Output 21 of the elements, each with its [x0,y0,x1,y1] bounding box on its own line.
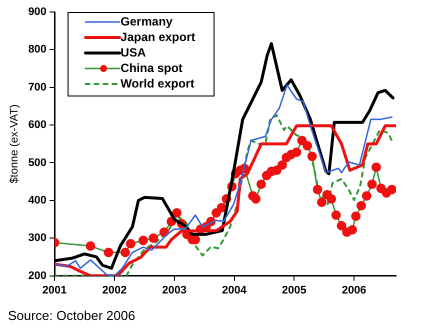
x-tick-label: 2005 [282,284,306,296]
x-tick-label: 2006 [342,284,366,296]
legend-label: Germany [120,14,173,28]
x-tick-label: 2004 [222,284,248,296]
y-axis-title: $tonne (ex-VAT) [8,104,21,184]
y-tick-label: 200 [28,270,47,282]
y-tick-label: 800 [28,44,47,56]
y-tick-label: 700 [28,81,47,94]
y-tick-label: 500 [28,156,47,169]
legend-label: China spot [120,60,183,75]
source-note: Source: October 2006 [8,308,136,323]
legend-label: Japan export [120,30,196,44]
x-tick-label: 2001 [42,284,67,296]
y-tick-label: 300 [28,232,47,244]
x-tick-label: 2002 [102,284,127,296]
legend-label: USA [120,45,146,60]
x-tick-label: 2003 [162,284,187,296]
y-tick-label: 600 [28,119,47,132]
legend-label: World export [120,76,194,90]
y-tick-label: 900 [28,6,47,18]
y-tick-label: 400 [28,194,47,206]
